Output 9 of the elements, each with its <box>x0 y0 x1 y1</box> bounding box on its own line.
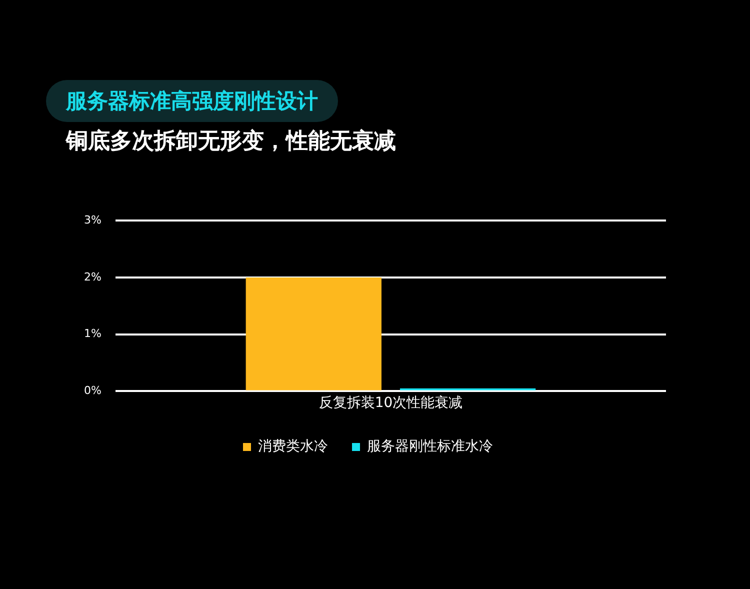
legend-label: 服务器刚性标准水冷 <box>367 438 493 455</box>
y-tick-label: 3% <box>84 213 102 226</box>
chart-subtitle: 铜底多次拆卸无形变，性能无衰减 <box>66 128 396 156</box>
x-tick-label: 反复拆装10次性能衰减 <box>318 395 463 412</box>
y-tick-label: 1% <box>84 327 102 340</box>
chart-title: 服务器标准高强度刚性设计 <box>46 80 338 122</box>
y-tick-label: 2% <box>84 270 102 284</box>
y-tick-label: 0% <box>84 384 102 398</box>
legend-label: 消费类水冷 <box>258 438 328 455</box>
